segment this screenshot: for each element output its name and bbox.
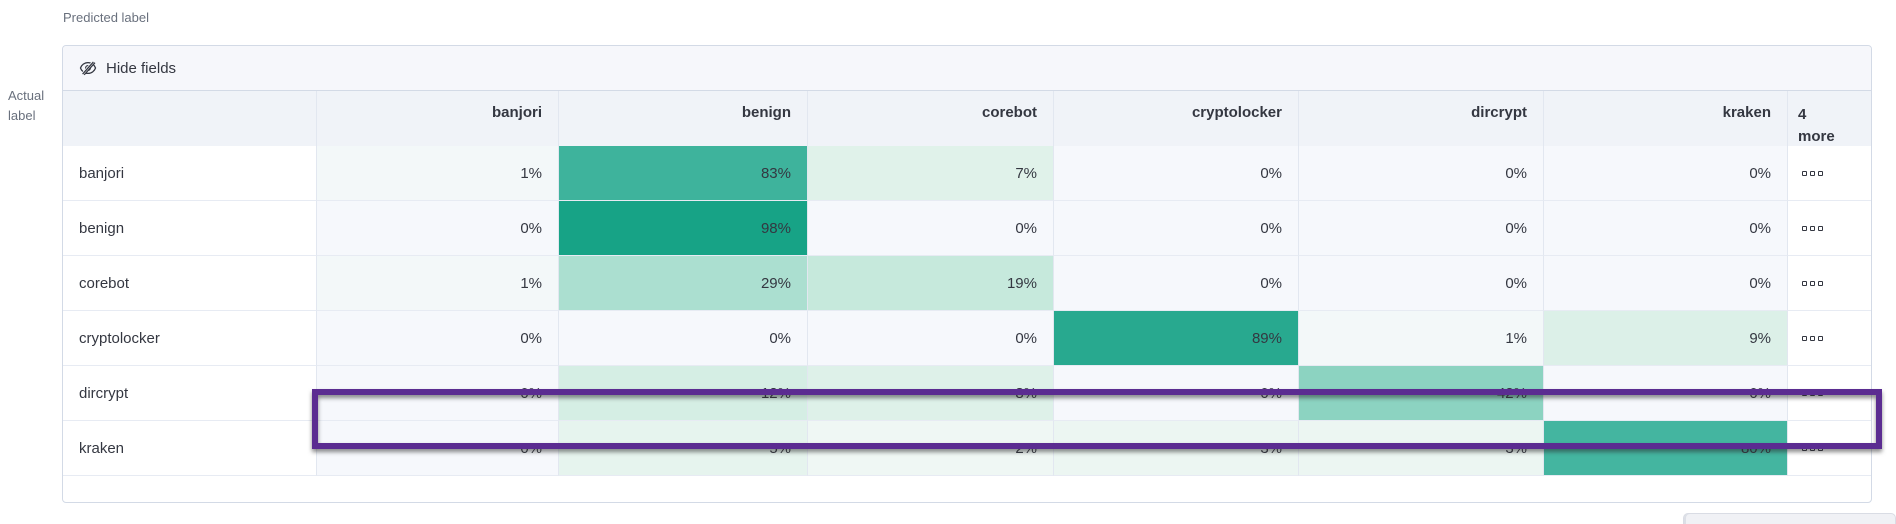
matrix-cell[interactable]: 8% xyxy=(808,366,1054,421)
matrix-cell[interactable]: 0% xyxy=(808,201,1054,256)
row-actions-button[interactable] xyxy=(1788,311,1871,366)
matrix-cell[interactable]: 0% xyxy=(1544,146,1788,201)
row-label-banjori[interactable]: banjori xyxy=(63,146,317,201)
eye-closed-icon xyxy=(79,59,97,77)
actual-label: Actual label xyxy=(8,88,45,123)
row-label-kraken[interactable]: kraken xyxy=(63,421,317,476)
boxes-horizontal-icon xyxy=(1802,280,1823,286)
matrix-cell[interactable]: 0% xyxy=(1544,201,1788,256)
matrix-cell[interactable]: 3% xyxy=(1054,421,1299,476)
matrix-cell[interactable]: 89% xyxy=(1054,311,1299,366)
matrix-cell[interactable]: 19% xyxy=(808,256,1054,311)
row-label-cryptolocker[interactable]: cryptolocker xyxy=(63,311,317,366)
matrix-cell[interactable]: 9% xyxy=(1544,311,1788,366)
matrix-cell[interactable]: 1% xyxy=(1299,311,1544,366)
boxes-horizontal-icon xyxy=(1802,335,1823,341)
matrix-cell[interactable]: 2% xyxy=(808,421,1054,476)
predicted-label: Predicted label xyxy=(63,10,149,25)
matrix-cell[interactable]: 0% xyxy=(317,421,559,476)
matrix-cell[interactable]: 0% xyxy=(559,311,808,366)
boxes-horizontal-icon xyxy=(1802,445,1823,451)
matrix-cell[interactable]: 42% xyxy=(1299,366,1544,421)
matrix-cell[interactable]: 5% xyxy=(559,421,808,476)
matrix-cell[interactable]: 0% xyxy=(808,311,1054,366)
matrix-cell[interactable]: 80% xyxy=(1544,421,1788,476)
matrix-cell[interactable]: 0% xyxy=(1299,146,1544,201)
matrix-cell[interactable]: 7% xyxy=(808,146,1054,201)
row-label-dircrypt[interactable]: dircrypt xyxy=(63,366,317,421)
partial-bottom-right-control[interactable] xyxy=(1683,513,1896,524)
matrix-cell[interactable]: 1% xyxy=(317,256,559,311)
row-actions-button[interactable] xyxy=(1788,421,1871,476)
matrix-cell[interactable]: 0% xyxy=(1054,146,1299,201)
matrix-cell[interactable]: 0% xyxy=(1544,256,1788,311)
boxes-horizontal-icon xyxy=(1802,390,1823,396)
matrix-cell[interactable]: 0% xyxy=(317,201,559,256)
confusion-matrix-grid: Hide fields banjori benign corebot crypt… xyxy=(62,45,1872,503)
matrix-cell[interactable]: 29% xyxy=(559,256,808,311)
matrix-cell[interactable]: 0% xyxy=(1544,366,1788,421)
matrix-cell[interactable]: 0% xyxy=(1054,366,1299,421)
matrix-cell[interactable]: 12% xyxy=(559,366,808,421)
matrix-cell[interactable]: 98% xyxy=(559,201,808,256)
matrix-cell[interactable]: 0% xyxy=(1054,256,1299,311)
row-actions-button[interactable] xyxy=(1788,201,1871,256)
row-label-benign[interactable]: benign xyxy=(63,201,317,256)
matrix-cell[interactable]: 83% xyxy=(559,146,808,201)
boxes-horizontal-icon xyxy=(1802,225,1823,231)
hide-fields-button[interactable]: Hide fields xyxy=(79,59,176,77)
matrix-table: banjori benign corebot cryptolocker dirc… xyxy=(63,91,1871,476)
boxes-horizontal-icon xyxy=(1802,170,1823,176)
matrix-cell[interactable]: 1% xyxy=(317,146,559,201)
matrix-cell[interactable]: 0% xyxy=(1299,201,1544,256)
row-actions-button[interactable] xyxy=(1788,366,1871,421)
grid-toolbar: Hide fields xyxy=(63,46,1871,91)
matrix-cell[interactable]: 0% xyxy=(1299,256,1544,311)
matrix-cell[interactable]: 0% xyxy=(1054,201,1299,256)
row-actions-button[interactable] xyxy=(1788,146,1871,201)
row-actions-button[interactable] xyxy=(1788,256,1871,311)
hide-fields-label: Hide fields xyxy=(106,59,177,77)
matrix-cell[interactable]: 0% xyxy=(317,366,559,421)
matrix-cell[interactable]: 0% xyxy=(317,311,559,366)
matrix-cell[interactable]: 3% xyxy=(1299,421,1544,476)
row-label-corebot[interactable]: corebot xyxy=(63,256,317,311)
